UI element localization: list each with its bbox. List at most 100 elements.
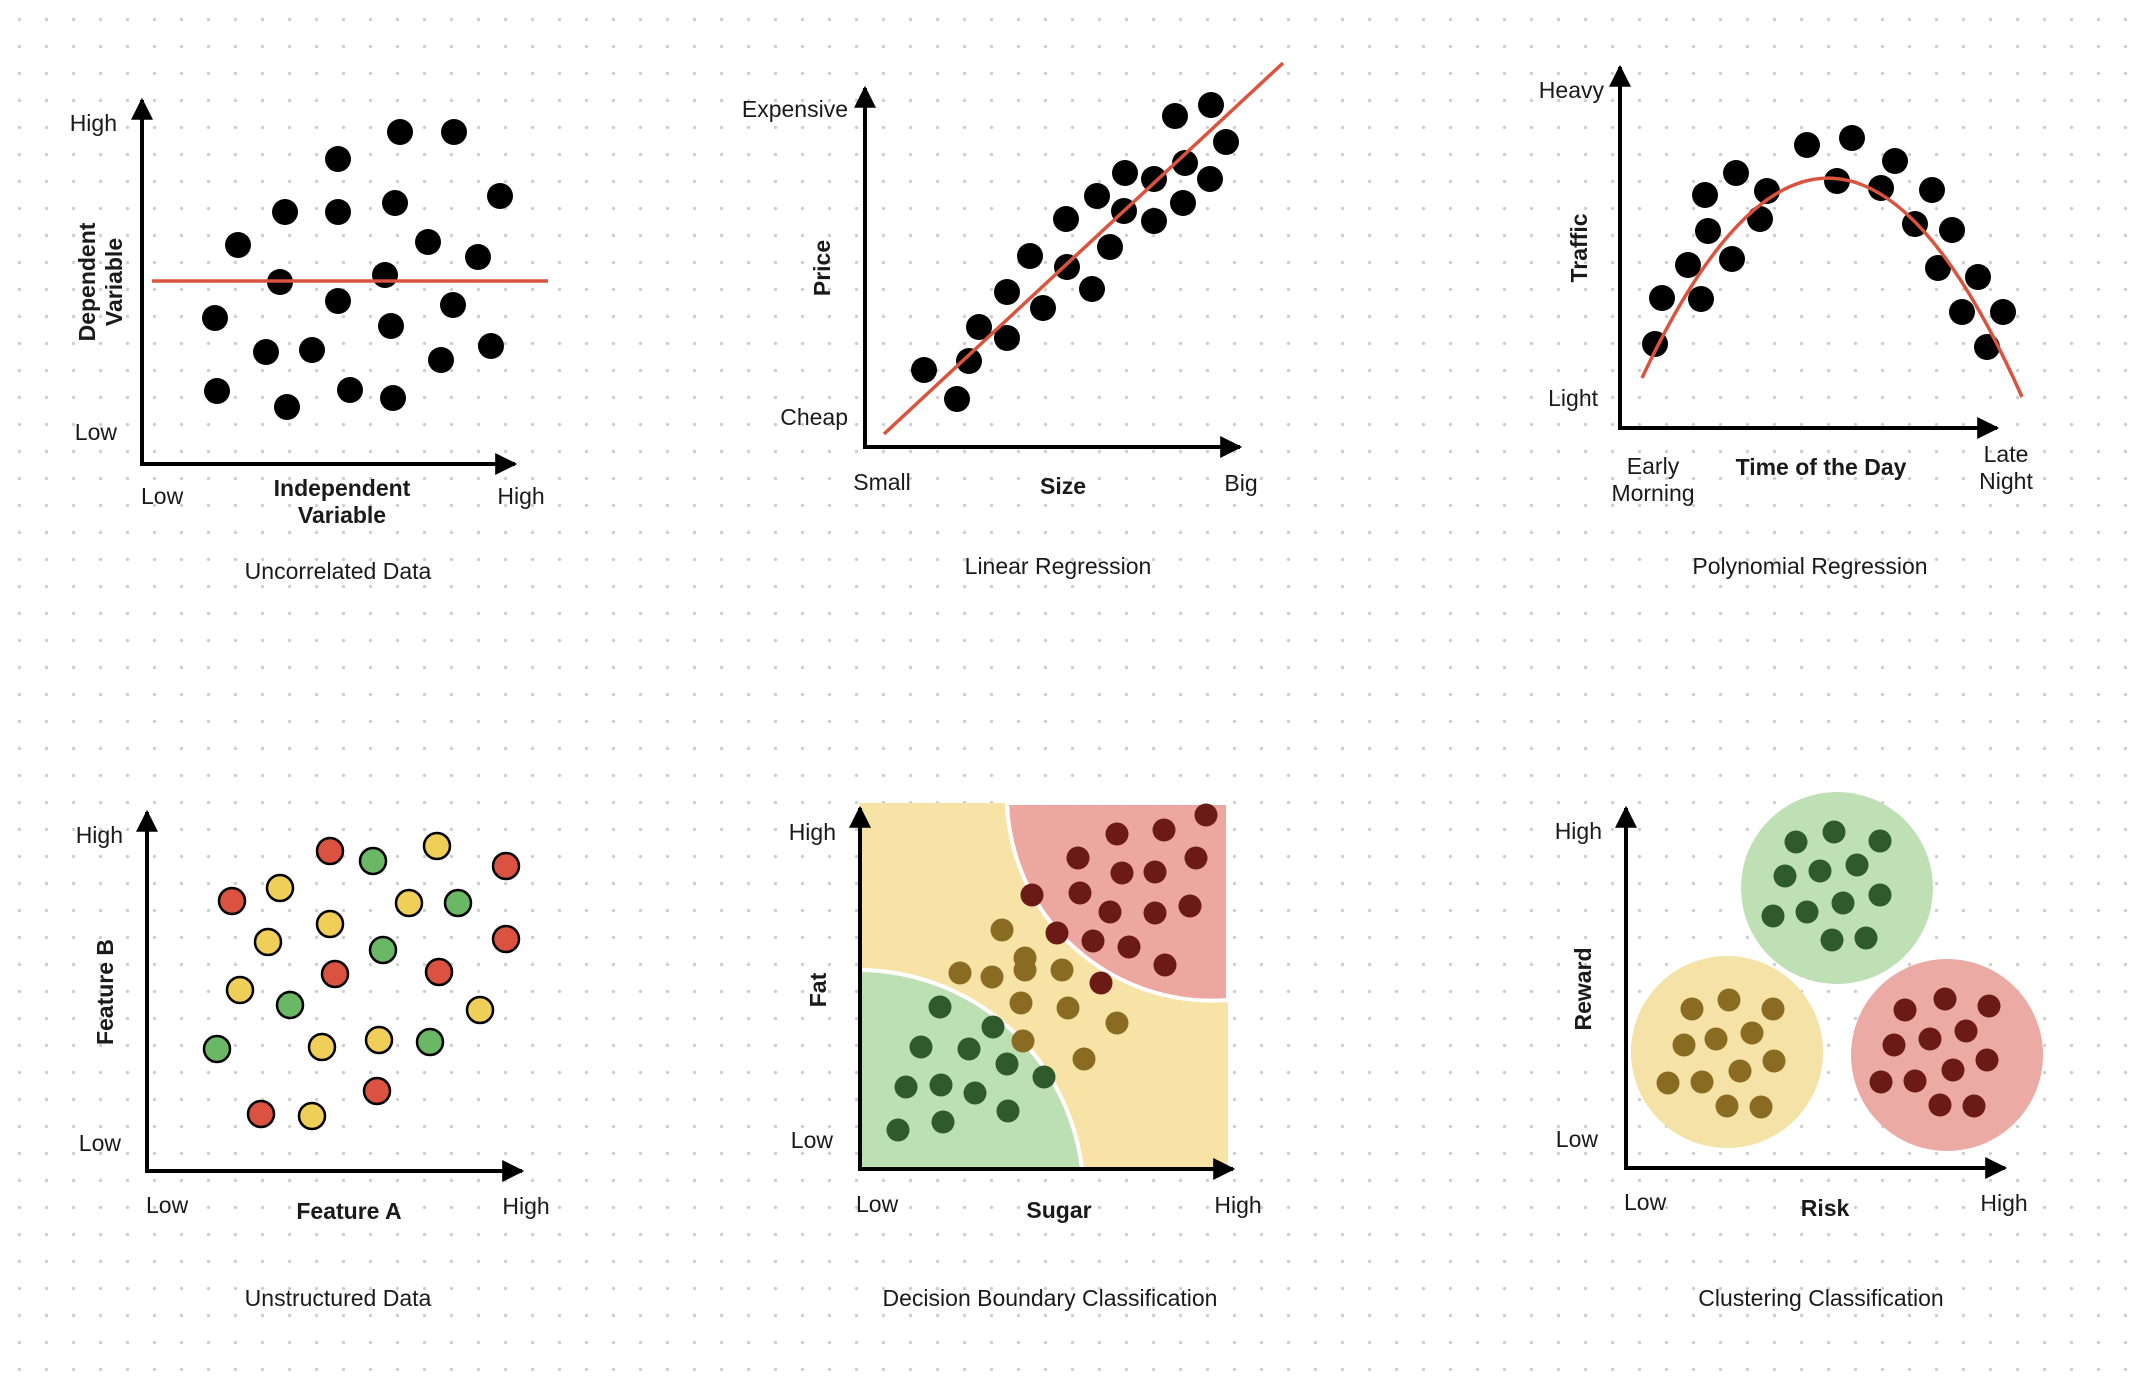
panel-unstructured: High Low Feature B Low High Feature A Un… xyxy=(76,809,550,1311)
scatter-point xyxy=(299,337,325,363)
fit-line xyxy=(882,61,1285,436)
scatter-point xyxy=(1153,953,1177,977)
scatter-point xyxy=(325,288,351,314)
scatter-point xyxy=(1656,1071,1680,1095)
scatter-point xyxy=(274,394,300,420)
scatter-point xyxy=(1868,829,1892,853)
y-high-label: High xyxy=(70,110,117,136)
scatter-point xyxy=(1066,846,1090,870)
scatter-point xyxy=(995,1052,1019,1076)
scatter-point xyxy=(1079,276,1105,302)
scatter-point xyxy=(1197,166,1223,192)
scatter-point xyxy=(1098,900,1122,924)
scatter-point xyxy=(272,199,298,225)
y-high-label: Heavy xyxy=(1539,77,1605,103)
scatter-point xyxy=(1975,1048,1999,1072)
scatter-point xyxy=(387,119,413,145)
scatter-point xyxy=(1869,1070,1893,1094)
scatter-point xyxy=(980,965,1004,989)
scatter-point xyxy=(225,975,255,1005)
scatter-point xyxy=(928,995,952,1019)
scatter-point xyxy=(202,305,228,331)
scatter-point xyxy=(487,183,513,209)
scatter-point xyxy=(1974,334,2000,360)
scatter-point xyxy=(1013,958,1037,982)
y-axis-title-line2: Variable xyxy=(101,238,127,326)
scatter-point xyxy=(1105,1011,1129,1035)
scatter-point xyxy=(1068,881,1092,905)
y-axis-title: Reward xyxy=(1570,947,1596,1030)
scatter-point xyxy=(1717,988,1741,1012)
scatter-point xyxy=(382,190,408,216)
scatter-point xyxy=(1882,1033,1906,1057)
x-low-label: Low xyxy=(1624,1189,1667,1215)
scatter-point xyxy=(1728,1059,1752,1083)
scatter-point xyxy=(1761,997,1785,1021)
scatter-point xyxy=(1675,252,1701,278)
scatter-point xyxy=(956,348,982,374)
scatter-point xyxy=(217,886,247,916)
panel-clustering: High Low Reward Low High Risk Clustering… xyxy=(1555,792,2043,1311)
scatter-point xyxy=(275,990,305,1020)
y-low-label: Low xyxy=(1556,1126,1599,1152)
scatter-point xyxy=(320,959,350,989)
scatter-point xyxy=(307,1032,337,1062)
data-points xyxy=(1656,820,2001,1119)
scatter-point xyxy=(337,377,363,403)
caption: Unstructured Data xyxy=(245,1285,432,1311)
x-low-label-line1: Early xyxy=(1627,453,1680,479)
scatter-point xyxy=(424,957,454,987)
x-low-label: Low xyxy=(856,1191,899,1217)
scatter-point xyxy=(963,1081,987,1105)
x-axis-title: Feature A xyxy=(296,1198,401,1224)
x-high-label-line1: Late xyxy=(1984,441,2029,467)
scatter-point xyxy=(1184,846,1208,870)
scatter-point xyxy=(428,347,454,373)
scatter-point xyxy=(909,1035,933,1059)
scatter-point xyxy=(1097,234,1123,260)
scatter-point xyxy=(1105,822,1129,846)
scatter-point xyxy=(1962,1094,1986,1118)
y-low-label: Cheap xyxy=(780,404,848,430)
y-axis-title: Price xyxy=(809,240,835,296)
scatter-point xyxy=(911,357,937,383)
scatter-point xyxy=(1747,206,1773,232)
scatter-point xyxy=(1017,243,1043,269)
scatter-point xyxy=(1112,160,1138,186)
scatter-point xyxy=(1056,996,1080,1020)
scatter-point xyxy=(1773,864,1797,888)
cluster-green xyxy=(1741,792,1933,984)
scatter-point xyxy=(1795,900,1819,924)
scatter-point xyxy=(1715,1094,1739,1118)
scatter-point xyxy=(1954,1019,1978,1043)
scatter-point xyxy=(994,325,1020,351)
scatter-point xyxy=(358,846,388,876)
scatter-point xyxy=(325,199,351,225)
scatter-point xyxy=(1882,148,1908,174)
scatter-point xyxy=(1822,820,1846,844)
scatter-point xyxy=(996,1099,1020,1123)
scatter-point xyxy=(1990,299,2016,325)
scatter-point xyxy=(957,1037,981,1061)
scatter-point xyxy=(944,386,970,412)
scatter-point xyxy=(1688,286,1714,312)
panel-polynomial-regression: Heavy Light Traffic Early Morning Late N… xyxy=(1539,64,2033,579)
scatter-point xyxy=(491,924,521,954)
cluster-yellow xyxy=(1631,956,1823,1148)
red-region xyxy=(1004,801,1230,1003)
scatter-point xyxy=(1143,901,1167,925)
caption: Uncorrelated Data xyxy=(245,558,432,584)
scatter-point xyxy=(1965,264,1991,290)
y-axis-title: Feature B xyxy=(92,939,118,1045)
scatter-point xyxy=(478,333,504,359)
panel-uncorrelated: High Low Dependent Variable Low High Ind… xyxy=(70,97,548,584)
scatter-point xyxy=(415,229,441,255)
scatter-point xyxy=(315,836,345,866)
scatter-point xyxy=(204,378,230,404)
x-high-label: High xyxy=(497,483,544,509)
data-points xyxy=(202,119,513,420)
scatter-point xyxy=(1845,853,1869,877)
scatter-point xyxy=(1117,935,1141,959)
scatter-point xyxy=(994,279,1020,305)
scatter-point xyxy=(246,1099,276,1129)
